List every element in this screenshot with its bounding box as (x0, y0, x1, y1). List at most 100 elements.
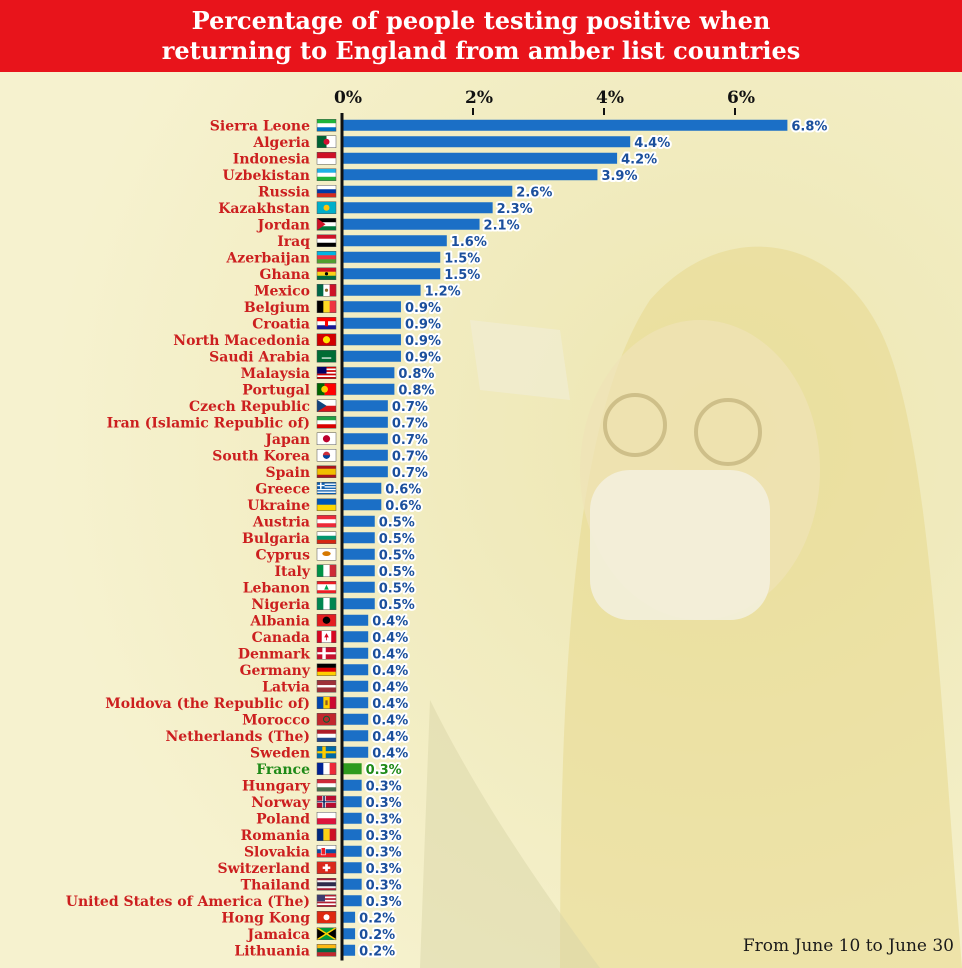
slovakia-flag-icon (316, 845, 337, 858)
bar-saudi-arabia (342, 350, 401, 362)
value-label-halo-switzerland: 0.3% (366, 862, 402, 877)
category-label-north-macedonia: North Macedonia (173, 333, 310, 349)
value-label-jamaica: 0.2% (359, 928, 395, 943)
greece-flag-icon (316, 482, 337, 495)
x-tick-label-1: 2% (465, 88, 493, 108)
value-label-albania: 0.4% (372, 614, 408, 629)
value-label-jordan: 2.1% (484, 218, 520, 233)
bar-row-south-korea: South Korea 0.7%0.7% (212, 447, 430, 466)
category-label-cyprus: Cyprus (255, 547, 310, 563)
value-label-halo-latvia: 0.4% (372, 680, 408, 695)
category-label-kazakhstan: Kazakhstan (218, 201, 310, 217)
bar-row-canada: Canada 0.4%0.4% (252, 629, 411, 648)
belgium-flag-icon (316, 300, 337, 313)
bar-canada (342, 631, 369, 643)
bar-russia (342, 185, 513, 197)
value-label-russia: 2.6% (516, 185, 552, 200)
value-label-halo-hungary: 0.3% (366, 779, 402, 794)
value-label-denmark: 0.4% (372, 647, 408, 662)
value-label-croatia: 0.9% (405, 317, 441, 332)
value-label-halo-jordan: 2.1% (484, 218, 520, 233)
value-label-thailand: 0.3% (366, 878, 402, 893)
poland-flag-icon (316, 812, 337, 825)
value-label-halo-uzbekistan: 3.9% (601, 169, 637, 184)
saudi-arabia-flag-icon (316, 350, 337, 363)
category-label-latvia: Latvia (262, 679, 310, 695)
value-label-lithuania: 0.2% (359, 944, 395, 959)
bulgaria-flag-icon (316, 531, 337, 544)
category-label-malaysia: Malaysia (241, 366, 310, 382)
bar-iraq (342, 235, 447, 247)
bar-row-czech-republic: Czech Republic 0.7%0.7% (189, 398, 430, 417)
bar-moldova-the-republic-of (342, 697, 369, 709)
value-label-halo-greece: 0.6% (385, 482, 421, 497)
bar-row-nigeria: Nigeria 0.5%0.5% (251, 596, 416, 615)
bar-norway (342, 796, 362, 808)
bar-row-germany: Germany 0.4%0.4% (240, 662, 411, 681)
bar-row-romania: Romania 0.3%0.3% (241, 827, 404, 846)
nigeria-flag-icon (316, 597, 337, 610)
category-label-indonesia: Indonesia (233, 151, 310, 167)
bar-greece (342, 482, 382, 494)
value-label-latvia: 0.4% (372, 680, 408, 695)
value-label-switzerland: 0.3% (366, 862, 402, 877)
bar-algeria (342, 136, 631, 148)
bar-jamaica (342, 928, 356, 940)
portugal-flag-icon (316, 383, 337, 396)
bar-thailand (342, 878, 362, 890)
value-label-indonesia: 4.2% (621, 152, 657, 167)
bar-row-algeria: Algeria 4.4%4.4% (252, 134, 672, 153)
bar-italy (342, 565, 375, 577)
category-label-mexico: Mexico (254, 283, 310, 299)
bar-row-ghana: Ghana 1.5%1.5% (260, 266, 483, 285)
category-label-ghana: Ghana (260, 267, 310, 283)
value-label-halo-austria: 0.5% (379, 515, 415, 530)
value-label-halo-russia: 2.6% (516, 185, 552, 200)
bar-latvia (342, 680, 369, 692)
category-label-switzerland: Switzerland (217, 861, 310, 877)
value-label-halo-indonesia: 4.2% (621, 152, 657, 167)
value-label-algeria: 4.4% (634, 136, 670, 151)
ukraine-flag-icon (316, 498, 337, 511)
south-korea-flag-icon (316, 449, 337, 462)
lebanon-flag-icon (316, 581, 337, 594)
category-label-azerbaijan: Azerbaijan (225, 250, 310, 266)
value-label-france: 0.3% (366, 763, 402, 778)
category-label-uzbekistan: Uzbekistan (223, 168, 310, 184)
bar-morocco (342, 713, 369, 725)
value-label-halo-south-korea: 0.7% (392, 449, 428, 464)
category-label-japan: Japan (263, 432, 310, 448)
norway-flag-icon (316, 795, 337, 808)
category-label-greece: Greece (255, 481, 310, 497)
thailand-flag-icon (316, 878, 337, 891)
value-label-halo-italy: 0.5% (379, 565, 415, 580)
bar-row-sweden: Sweden 0.4%0.4% (250, 744, 410, 763)
bar-row-lithuania: Lithuania 0.2%0.2% (234, 942, 397, 961)
value-label-halo-nigeria: 0.5% (379, 598, 415, 613)
iraq-flag-icon (316, 234, 337, 247)
category-label-belgium: Belgium (244, 300, 310, 316)
value-label-belgium: 0.9% (405, 301, 441, 316)
bar-united-states-of-america-the (342, 895, 362, 907)
bar-row-kazakhstan: Kazakhstan 2.3%2.3% (218, 200, 534, 219)
bar-iran-islamic-republic-of (342, 416, 388, 428)
value-label-halo-bulgaria: 0.5% (379, 532, 415, 547)
azerbaijan-flag-icon (316, 251, 337, 264)
category-label-lebanon: Lebanon (243, 580, 310, 596)
value-label-halo-albania: 0.4% (372, 614, 408, 629)
category-label-sweden: Sweden (250, 745, 310, 761)
bar-row-moldova-the-republic-of: Moldova (the Republic of) 0.4%0.4% (105, 695, 410, 714)
italy-flag-icon (316, 564, 337, 577)
value-label-cyprus: 0.5% (379, 548, 415, 563)
bar-albania (342, 614, 369, 626)
value-label-ukraine: 0.6% (385, 499, 421, 514)
value-label-halo-saudi-arabia: 0.9% (405, 350, 441, 365)
category-label-germany: Germany (240, 663, 311, 679)
bar-portugal (342, 383, 395, 395)
value-label-halo-poland: 0.3% (366, 812, 402, 827)
bar-row-norway: Norway 0.3%0.3% (251, 794, 403, 813)
category-label-united-states-of-america-the: United States of America (The) (66, 894, 310, 910)
bar-belgium (342, 301, 401, 313)
value-label-norway: 0.3% (366, 796, 402, 811)
